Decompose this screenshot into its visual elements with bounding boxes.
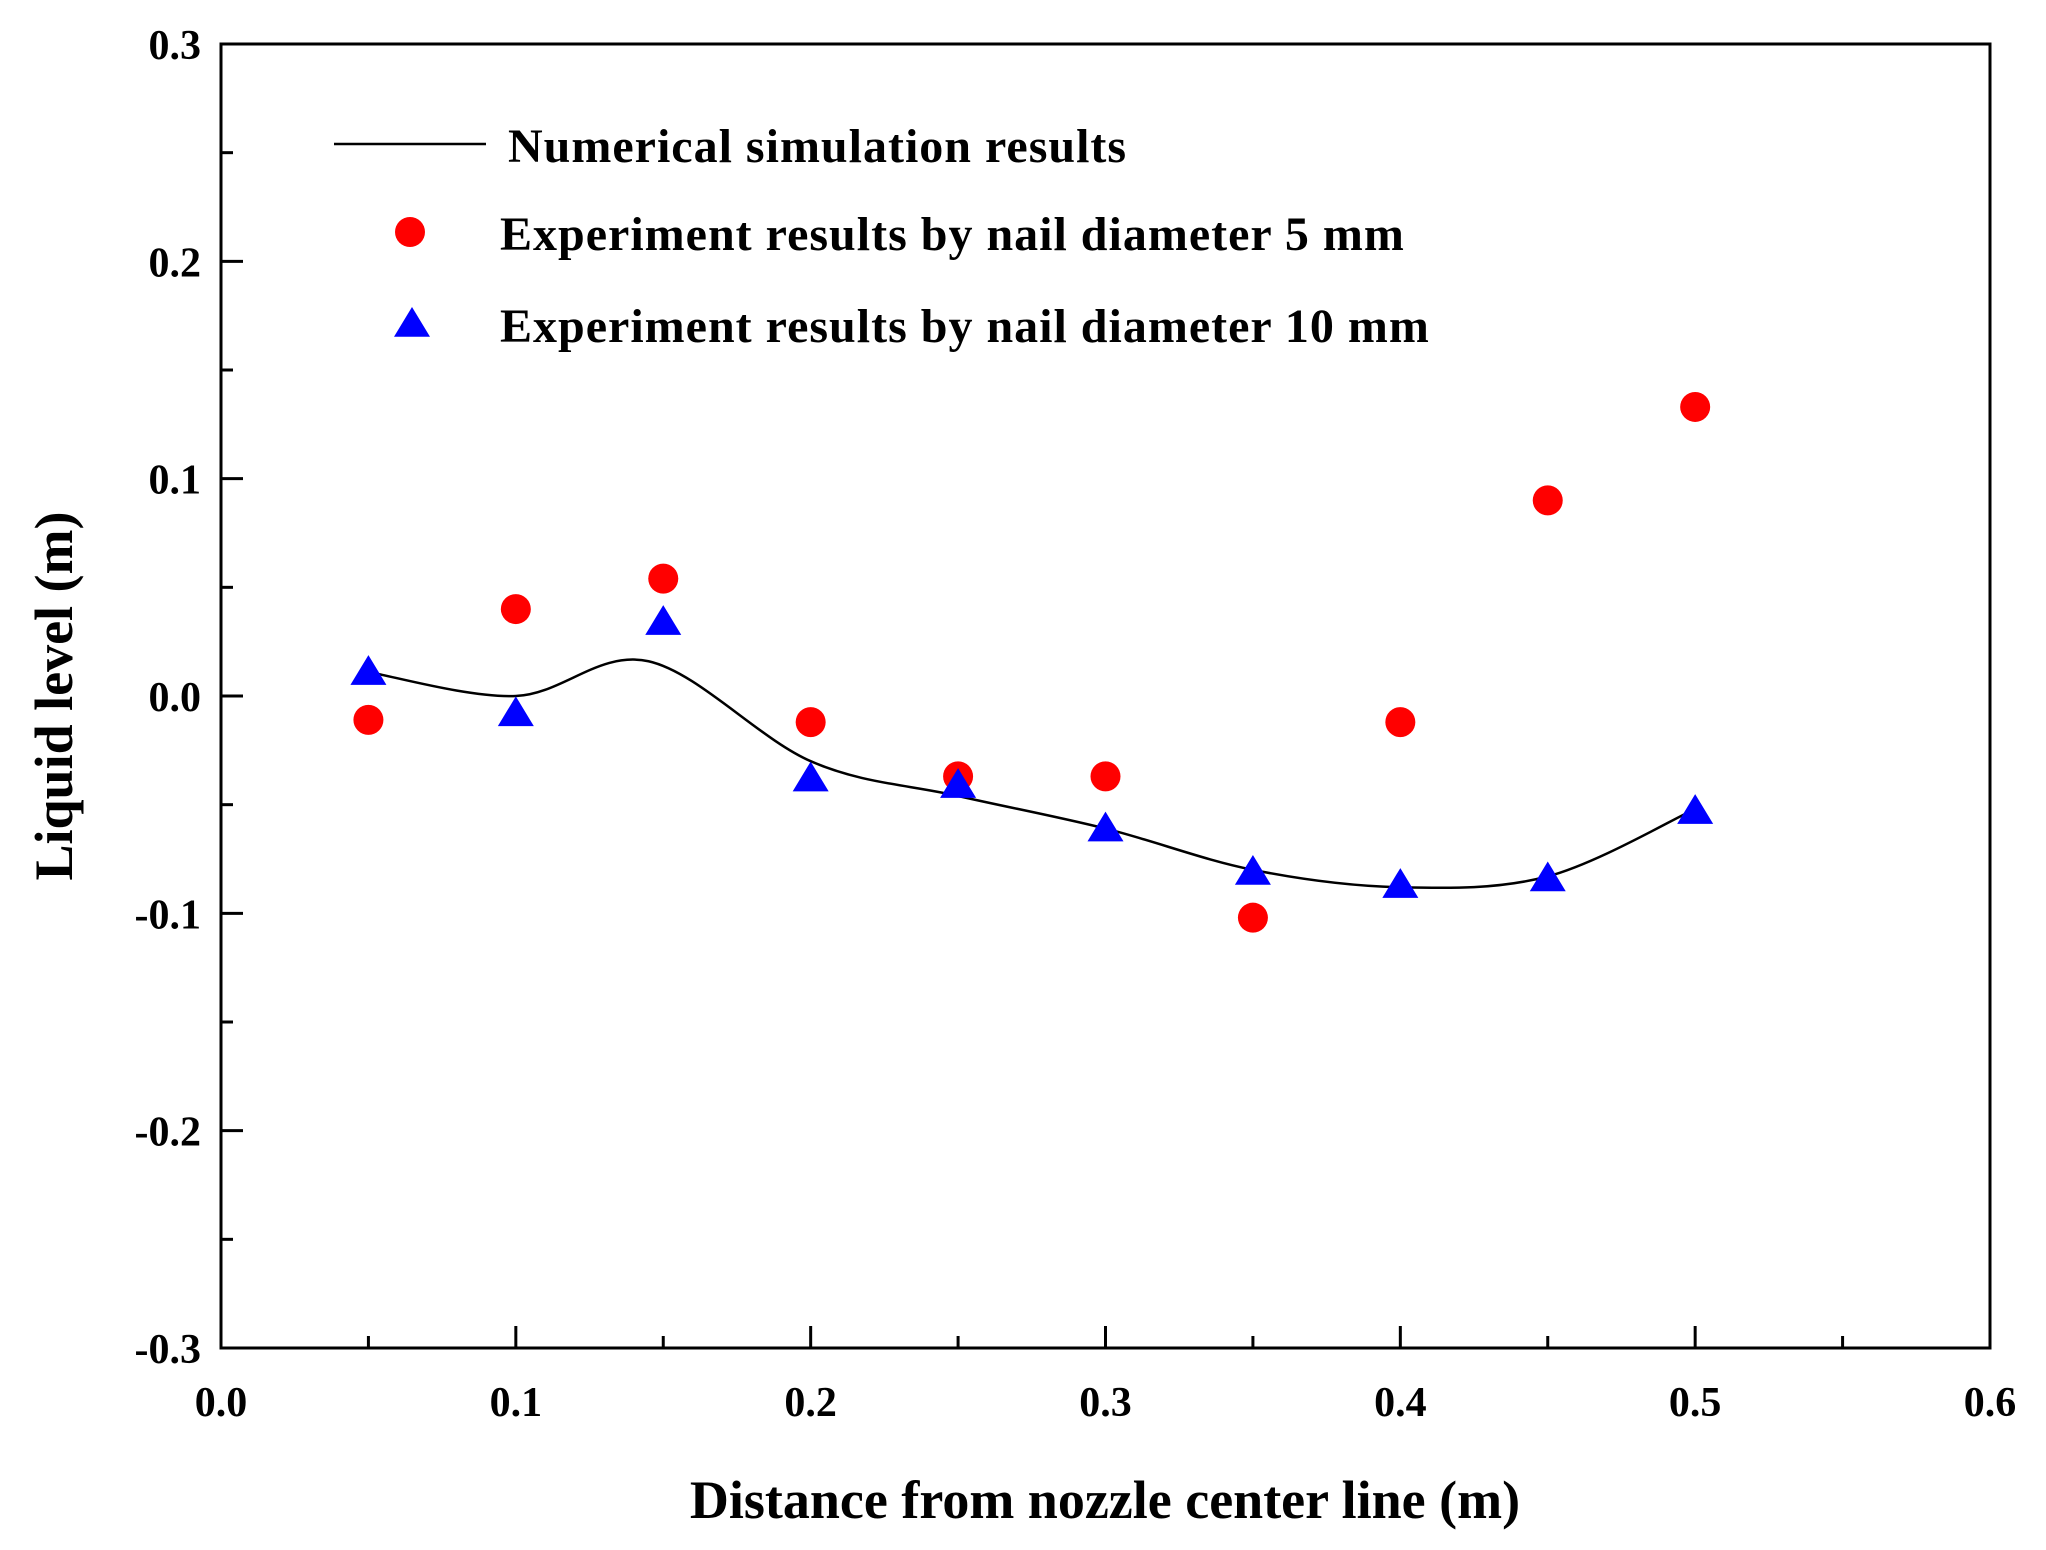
data-point-circle: [1090, 761, 1121, 792]
data-point-circle: [500, 594, 531, 625]
series-3: [350, 605, 1714, 898]
data-point-triangle: [1234, 855, 1271, 885]
x-tick-label: 0.1: [490, 1380, 543, 1426]
data-point-triangle: [1087, 811, 1124, 842]
x-tick-label: 0.2: [784, 1380, 837, 1426]
legend-label: Experiment results by nail diameter 5 mm: [500, 208, 1405, 261]
data-point-circle: [648, 563, 679, 594]
y-axis-title: Liquid level (m): [24, 511, 84, 880]
data-point-circle: [1385, 707, 1416, 738]
legend: Numerical simulation results Experiment r…: [334, 120, 1430, 353]
series-1: [368, 658, 1696, 890]
legend-triangle-swatch: [394, 307, 430, 337]
data-point-circle: [1680, 391, 1711, 422]
data-point-circle: [1237, 902, 1268, 933]
legend-label: Experiment results by nail diameter 10 m…: [500, 300, 1430, 353]
x-tick-label: 0.5: [1669, 1380, 1722, 1426]
series-2: [353, 391, 1711, 933]
legend-circle-swatch: [395, 217, 425, 247]
data-point-triangle: [350, 655, 387, 685]
y-tick-label: 0.2: [149, 240, 202, 286]
tick-labels: 0.0 0.1 0.2 0.3 0.4 0.5 0.6 -0.3 -0.2 -0.1 0.0 0.1 0…: [135, 23, 2017, 1426]
x-tick-label: 0.0: [195, 1380, 248, 1426]
series-layer: [350, 391, 1714, 933]
legend-item-1: Numerical simulation results: [334, 120, 1127, 173]
y-tick-label: 0.1: [149, 458, 202, 504]
y-tick-label: -0.3: [135, 1327, 202, 1373]
data-point-triangle: [792, 761, 829, 792]
x-tick-label: 0.4: [1374, 1380, 1427, 1426]
x-tick-label: 0.3: [1079, 1380, 1132, 1426]
x-tick-label: 0.6: [1964, 1380, 2017, 1426]
data-point-circle: [353, 704, 384, 735]
data-point-triangle: [1677, 794, 1714, 824]
data-point-triangle: [1529, 861, 1566, 892]
data-point-triangle: [940, 768, 977, 798]
legend-item-3: Experiment results by nail diameter 10 m…: [394, 300, 1430, 353]
y-tick-label: 0.0: [149, 675, 202, 721]
y-tick-label: -0.2: [135, 1110, 202, 1156]
data-point-triangle: [645, 605, 682, 635]
legend-label: Numerical simulation results: [508, 120, 1127, 173]
y-tick-label: -0.1: [135, 892, 202, 938]
x-axis-title: Distance from nozzle center line (m): [690, 1470, 1520, 1530]
data-point-circle: [795, 707, 826, 738]
data-point-triangle: [497, 696, 534, 727]
legend-item-2: Experiment results by nail diameter 5 mm: [395, 208, 1405, 261]
axis-ticks: [219, 42, 1992, 1350]
y-tick-label: 0.3: [149, 23, 202, 69]
data-point-circle: [1532, 485, 1563, 516]
simulation-line: [368, 658, 1696, 890]
data-point-triangle: [1382, 868, 1419, 898]
